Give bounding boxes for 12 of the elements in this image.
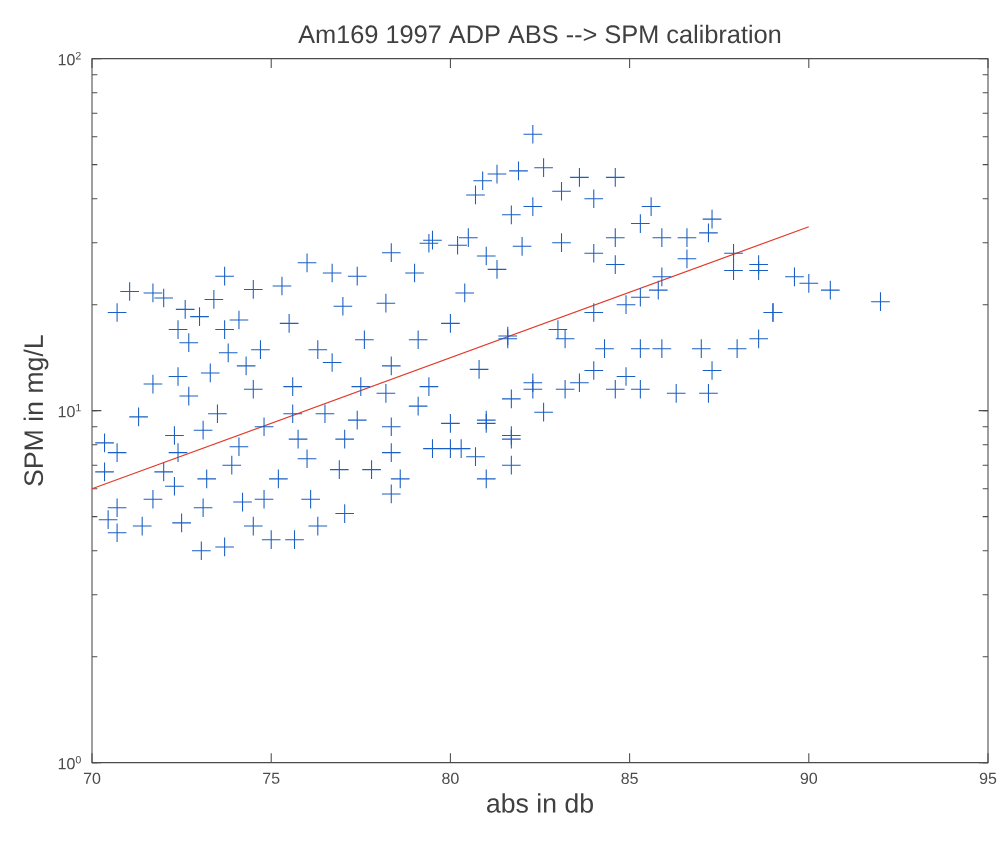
- x-tick-label: 85: [621, 772, 638, 785]
- x-tick-label: 75: [263, 772, 280, 784]
- x-axis-title: abs in db: [487, 793, 593, 813]
- x-tick-label: 70: [83, 772, 101, 785]
- y-tick-label: 10$^{0}$: [58, 755, 81, 770]
- chart-title: Am169 1997 ADP ABS --> SPM calibration: [298, 24, 781, 44]
- y-axis-title: SPM in mg/L: [23, 335, 49, 486]
- x-tick-label: 95: [979, 772, 997, 785]
- x-tick-label: 80: [442, 772, 459, 785]
- x-tick-label: 90: [800, 772, 818, 785]
- y-tick-label: 10$^{1}$: [58, 404, 81, 418]
- y-tick-label: 10$^{2}$: [58, 51, 81, 66]
